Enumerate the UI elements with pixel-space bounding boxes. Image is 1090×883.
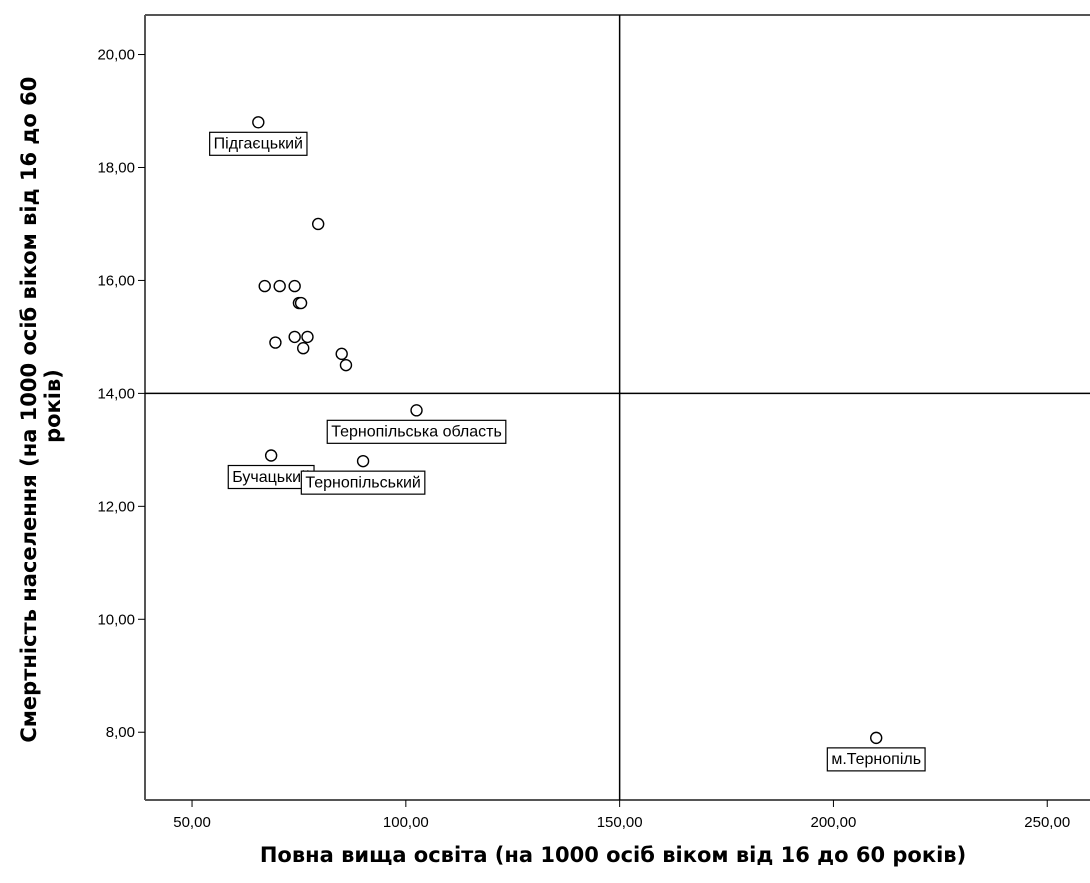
scatter-point: [258, 279, 271, 293]
point-label: Підгаєцький: [209, 131, 308, 156]
point-labels: Підгаєцький Тернопільська область Бучацьки…: [209, 131, 926, 772]
scatter-point: [269, 336, 282, 349]
data-points: [252, 116, 883, 745]
point-label-box: [209, 131, 308, 156]
scatter-point: [297, 342, 310, 355]
y-axis-title: Смертність населення (на 1000 осіб віком…: [17, 69, 65, 742]
y-tick-label: 18,00: [97, 159, 135, 176]
point-label: м.Тернопіль: [826, 747, 926, 772]
x-tick-label: 200,00: [810, 814, 856, 831]
point-label-text: Бучацький: [232, 469, 310, 486]
scatter-point: [273, 279, 286, 293]
scatter-point: [869, 731, 883, 745]
scatter-point: [252, 116, 265, 129]
scatter-point: [311, 217, 325, 231]
scatter-point: [294, 296, 308, 310]
y-tick-label: 14,00: [97, 385, 135, 402]
y-axis-title-line1: Смертність населення (на 1000 осіб віком…: [17, 77, 41, 743]
point-label: Тернопільський: [300, 470, 426, 495]
x-tick-label: 250,00: [1024, 814, 1070, 831]
point-label: Бучацький: [227, 464, 315, 490]
y-tick-label: 12,00: [97, 498, 135, 515]
point-label-text: Тернопільський: [305, 474, 421, 491]
point-label-box: [826, 747, 926, 772]
point-label-box: [300, 470, 426, 495]
scatter-point: [264, 449, 278, 462]
x-axis-title: Повна вища освіта (на 1000 осіб віком ві…: [260, 843, 966, 867]
scatter-point: [288, 330, 301, 344]
y-tick-label: 10,00: [97, 611, 135, 628]
y-tick-label: 8,00: [106, 724, 135, 741]
scatter-point: [301, 330, 314, 344]
point-label-text: м.Тернопіль: [831, 751, 921, 768]
scatter-point: [339, 358, 353, 372]
y-tick-label: 20,00: [97, 47, 135, 64]
y-axis-title-line2: років): [41, 369, 65, 443]
plot-frame: [144, 14, 1090, 801]
x-tick-label: 150,00: [597, 814, 643, 831]
y-tick-label: 16,00: [97, 272, 135, 289]
reference-lines: [145, 15, 1090, 800]
scatter-point: [356, 454, 370, 468]
x-axis: 50,00 100,00 150,00 200,00 250,00: [173, 800, 1070, 831]
scatter-point: [335, 347, 348, 361]
point-label-text: Підгаєцький: [214, 136, 303, 153]
point-label: Тернопільська область: [326, 419, 507, 444]
point-label-text: Тернопільська область: [331, 424, 502, 441]
x-tick-label: 50,00: [173, 814, 211, 831]
point-label-box: [326, 419, 507, 444]
scatter-point: [410, 404, 423, 417]
x-tick-label: 100,00: [383, 814, 429, 831]
scatter-point: [288, 279, 301, 293]
y-axis: 8,00 10,00 12,00 14,00 16,00 18,00 20,00: [97, 47, 145, 741]
